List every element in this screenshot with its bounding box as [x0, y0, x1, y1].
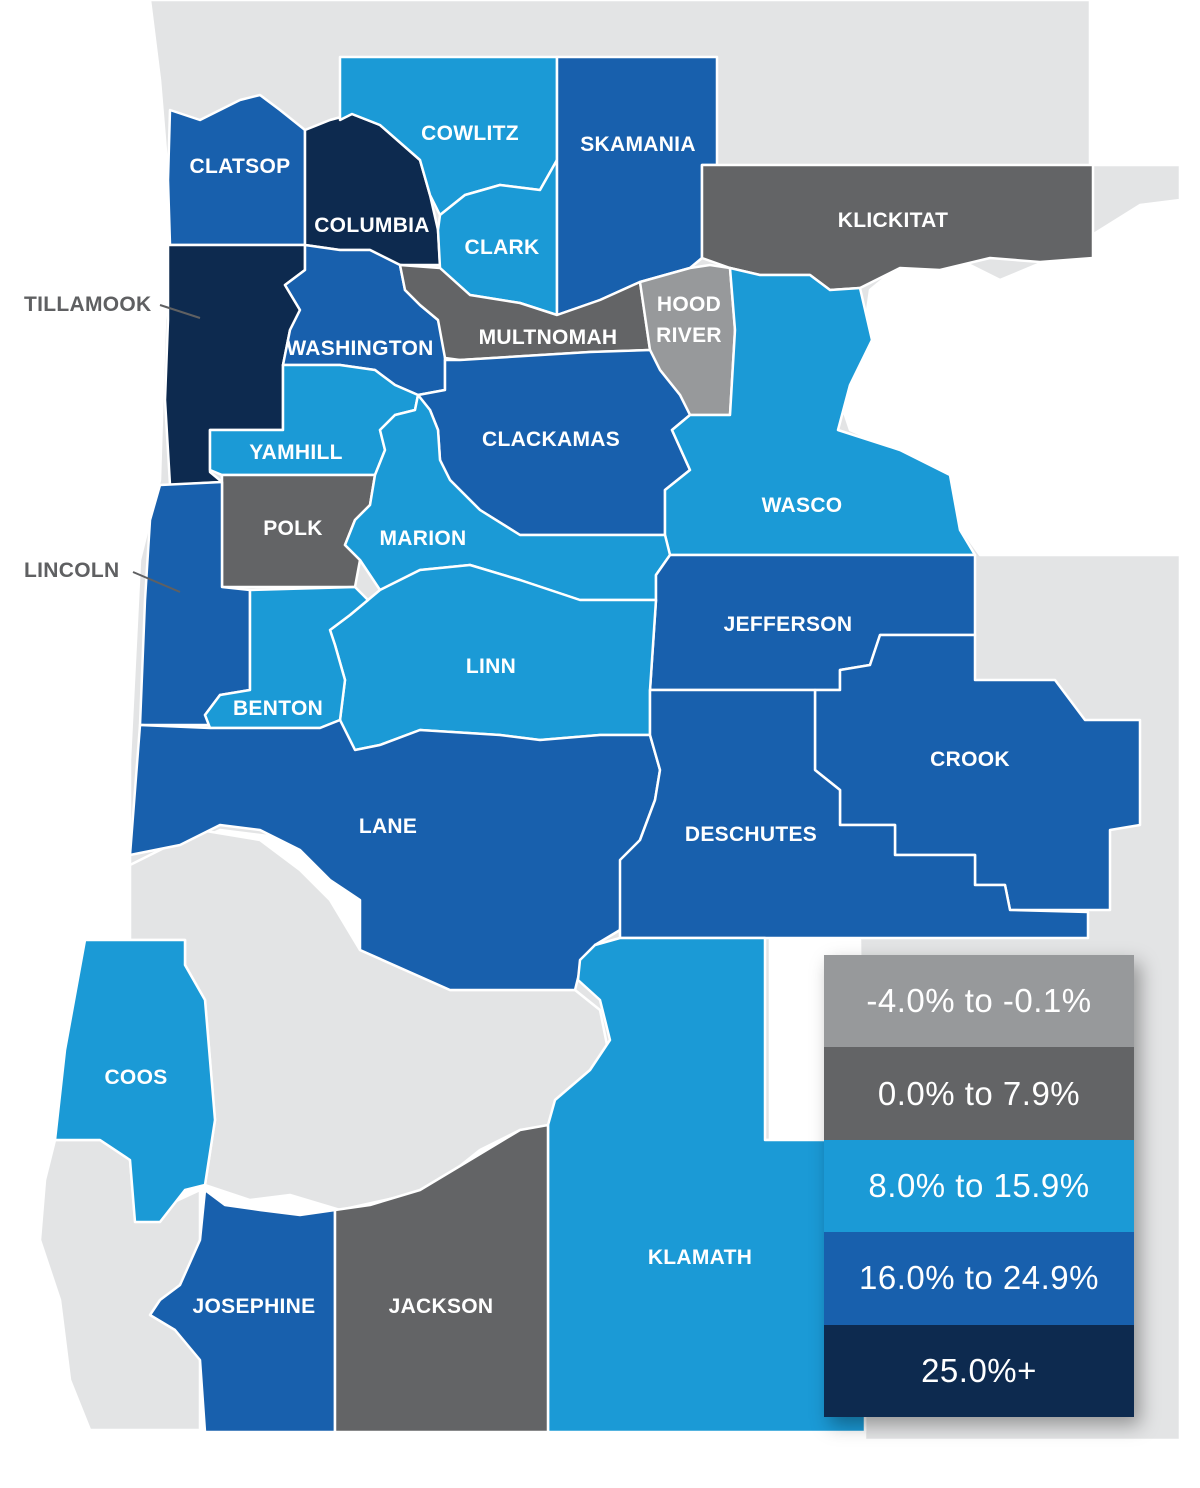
county-jackson[interactable] [333, 1123, 550, 1434]
label-josephine: JOSEPHINE [193, 1295, 316, 1318]
label-jackson: JACKSON [389, 1295, 494, 1318]
county-deschutes[interactable] [618, 688, 1090, 940]
label-clatsop: CLATSOP [190, 155, 291, 178]
county-labels: CLATSOP COLUMBIA COWLITZ CLARK SKAMANIA … [24, 122, 1010, 1318]
label-clark: CLARK [465, 236, 540, 259]
label-columbia: COLUMBIA [314, 214, 430, 237]
legend-item-low: 0.0% to 7.9% [824, 1047, 1134, 1140]
county-benton[interactable] [203, 585, 370, 730]
label-deschutes: DESCHUTES [685, 823, 817, 846]
label-yamhill: YAMHILL [249, 441, 343, 464]
legend-item-medium: 8.0% to 15.9% [824, 1139, 1134, 1233]
label-wasco: WASCO [762, 494, 843, 517]
leader-lines [132, 304, 201, 593]
county-clatsop[interactable] [166, 93, 307, 247]
legend-label: 8.0% to 15.9% [868, 1166, 1090, 1204]
map-legend: -4.0% to -0.1% 0.0% to 7.9% 8.0% to 15.9… [824, 955, 1134, 1417]
label-crook: CROOK [930, 748, 1010, 771]
county-wasco[interactable] [663, 266, 977, 557]
lincoln-leader-line [132, 571, 181, 593]
legend-item-highest: 25.0%+ [824, 1324, 1134, 1417]
label-tillamook: TILLAMOOK [24, 293, 152, 316]
legend-label: 16.0% to 24.9% [859, 1259, 1099, 1297]
label-klickitat: KLICKITAT [838, 209, 948, 232]
label-polk: POLK [263, 517, 323, 540]
label-klamath: KLAMATH [648, 1246, 752, 1269]
legend-label: 0.0% to 7.9% [877, 1074, 1081, 1112]
label-cowlitz: COWLITZ [421, 122, 519, 145]
label-linn: LINN [466, 655, 516, 678]
label-washington: WASHINGTON [286, 337, 433, 360]
label-skamania: SKAMANIA [580, 133, 696, 156]
label-coos: COOS [104, 1066, 167, 1089]
legend-item-high: 16.0% to 24.9% [824, 1232, 1134, 1325]
label-jefferson: JEFFERSON [724, 613, 853, 636]
counties [53, 55, 1142, 1434]
label-multnomah: MULTNOMAH [479, 326, 618, 349]
label-benton: BENTON [233, 697, 323, 720]
label-clackamas: CLACKAMAS [482, 428, 620, 451]
county-josephine[interactable] [148, 1188, 337, 1434]
tillamook-leader-line [159, 304, 201, 319]
label-marion: MARION [380, 527, 467, 550]
label-lincoln: LINCOLN [24, 559, 119, 582]
legend-label: 25.0%+ [921, 1351, 1037, 1389]
county-coos[interactable] [53, 938, 217, 1224]
label-hood-river-line1: HOOD [657, 293, 721, 316]
label-lane: LANE [359, 815, 417, 838]
label-hood-river-line2: RIVER [656, 324, 722, 347]
legend-item-negative: -4.0% to -0.1% [824, 955, 1134, 1048]
legend-label: -4.0% to -0.1% [866, 982, 1092, 1020]
